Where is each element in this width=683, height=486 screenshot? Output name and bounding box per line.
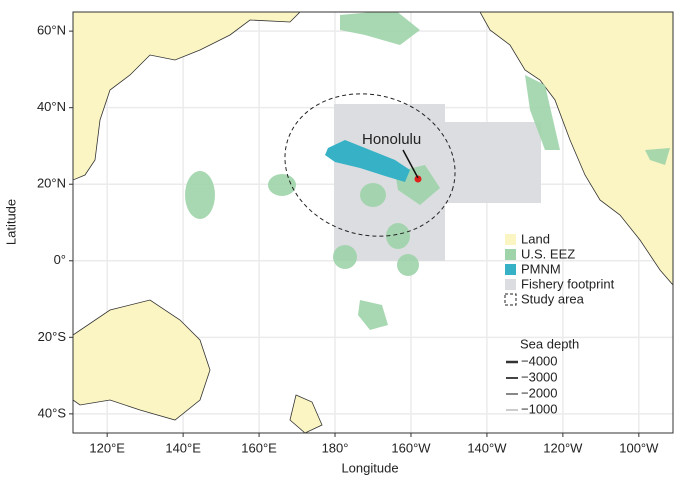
depth-label: −3000 (521, 369, 558, 384)
legend-label: Fishery footprint (521, 276, 615, 291)
land-new-zealand (289, 394, 323, 433)
x-axis-label: Longitude (341, 460, 398, 475)
study-area (284, 93, 456, 237)
y-axis-label: Latitude (3, 199, 18, 245)
y-tick-label: 40°S (38, 405, 67, 420)
legend-label: PMNM (521, 261, 561, 276)
annotation: Honolulu (362, 131, 421, 148)
legend-key (505, 279, 516, 290)
y-tick-label: 60°N (37, 23, 66, 38)
x-tick-label: 120°E (89, 440, 125, 455)
pmnm (325, 140, 410, 182)
land-asia (73, 12, 301, 181)
x-tick-label: 180° (322, 440, 349, 455)
x-tick-label: 140°W (467, 440, 507, 455)
legend-key (505, 234, 516, 245)
x-tick-label: 100°W (619, 440, 659, 455)
leader-line (402, 149, 419, 179)
x-tick-label: 160°W (391, 440, 431, 455)
depth-legend-title: Sea depth (520, 336, 579, 351)
y-tick-label: 20°N (37, 176, 66, 191)
map-layers: Honolulu (73, 12, 673, 433)
depth-label: −1000 (521, 401, 558, 416)
land-australia (73, 299, 211, 421)
land-north-america (479, 12, 673, 286)
depth-label: −2000 (521, 385, 558, 400)
x-tick-label: 160°E (241, 440, 277, 455)
honolulu-dot (414, 175, 422, 183)
legend-label: Study area (521, 291, 585, 306)
legend-label: U.S. EEZ (521, 246, 575, 261)
x-tick-label: 140°E (165, 440, 201, 455)
y-tick-label: 0° (54, 252, 66, 267)
y-tick-label: 40°N (37, 99, 66, 114)
legend-key (505, 249, 516, 260)
x-tick-label: 120°W (543, 440, 583, 455)
legend-label: Land (521, 231, 550, 246)
frame (72, 11, 674, 434)
fishery-footprint (445, 122, 541, 203)
y-tick-label: 20°S (38, 329, 67, 344)
legend-key (505, 264, 516, 275)
depth-label: −4000 (521, 353, 558, 368)
legend-key (504, 293, 517, 306)
